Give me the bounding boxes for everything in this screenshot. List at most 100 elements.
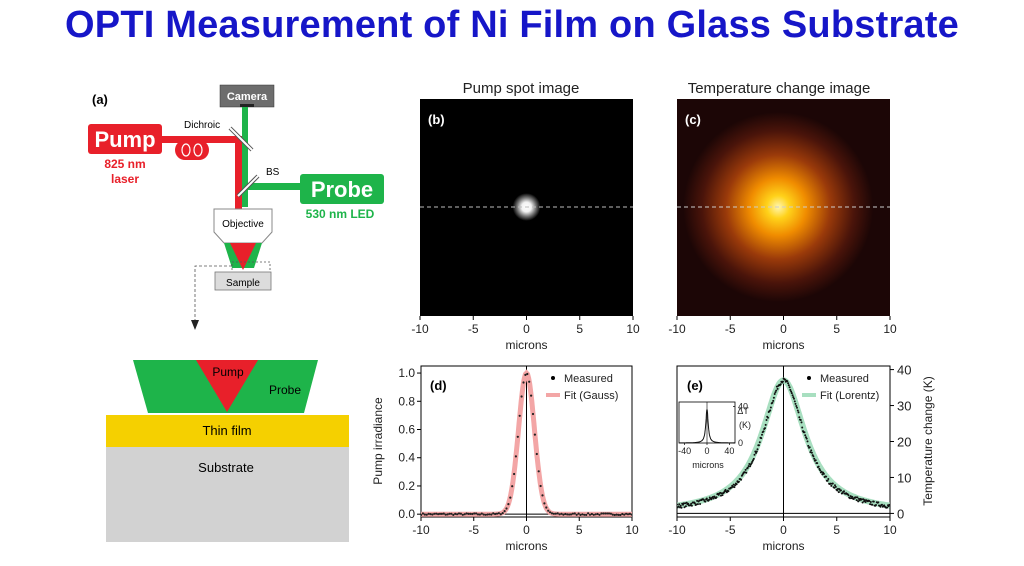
measured-point-d [437,513,440,516]
measured-point-d [583,513,586,516]
measured-point-e [795,405,798,407]
measured-point-e [689,504,692,507]
sample-label: Sample [226,278,260,289]
x-tick-label-d: -5 [468,523,479,537]
detail-probe-label: Probe [269,383,301,397]
measured-point-e [684,502,687,505]
measured-point-e [765,419,768,421]
measured-point-e [737,480,740,483]
measured-point-e [775,389,778,392]
measured-point-e [683,506,686,509]
measured-point-d [482,513,485,516]
measured-point-e [708,498,711,501]
measured-point-d [454,512,457,516]
measured-point-d [531,412,535,416]
measured-point-d [511,485,514,488]
measured-point-e [746,466,749,469]
measured-point-e [857,500,860,503]
fiber-coil [175,140,209,160]
legend-d-measured-marker [551,376,555,380]
x-axis-title-e: microns [762,539,804,553]
x-tick-label-c: -10 [668,322,686,336]
measured-point-d [588,513,592,516]
measured-point-d [598,513,601,516]
measured-point-e [814,459,817,462]
measured-point-e [855,499,858,502]
measured-point-d [490,513,493,516]
measured-point-d [528,380,531,383]
measured-point-d [492,512,495,515]
panel-b-x-axis: -10 -5 0 5 10 microns [411,316,640,352]
measured-point-e [820,470,823,473]
measured-point-e [827,478,830,480]
measured-point-e [871,503,874,506]
measured-point-e [881,503,883,506]
measured-point-d [513,472,516,476]
measured-point-e [819,469,822,472]
measured-point-d [475,512,478,515]
measured-point-e [792,396,795,399]
slide-title: OPTI Measurement of Ni Film on Glass Sub… [65,4,959,46]
measured-point-e [830,484,833,487]
dichroic-label: Dichroic [184,120,220,131]
legend-e-measured-marker [807,376,811,380]
measured-point-e [791,394,794,397]
panel-d: -10 -5 0 5 10 microns 0.0 0.2 0.4 0.6 0.8 1.0 Pump i… [371,365,639,553]
x-tick-label-d: 5 [576,523,583,537]
measured-point-d [423,513,426,516]
measured-point-e [779,383,782,386]
pump-beam-horizontal [150,136,240,143]
measured-point-e [758,441,761,444]
measured-point-d [615,513,618,516]
measured-point-e [772,396,775,399]
measured-point-e [860,498,863,501]
x-tick-label-b: -10 [411,322,429,336]
bs-label: BS [266,167,280,178]
x-tick-label-d: 0 [523,523,530,537]
panel-b: Pump spot image (b) -10 -5 0 5 10 microns [411,80,640,352]
measured-point-e [730,486,733,489]
pump-beam-vertical [235,136,242,248]
objective-label: Objective [222,219,264,230]
panel-c-x-axis: -10 -5 0 5 10 microns [668,316,897,352]
measured-point-e [813,457,816,460]
measured-point-e [705,497,708,500]
measured-point-e [735,483,738,486]
measured-point-e [755,450,758,453]
x-tick-label-e: 10 [883,523,897,537]
probe-beam-vertical [242,107,248,207]
measured-point-e [836,489,839,492]
x-tick-label-b: 5 [576,322,583,336]
probe-label: Probe [311,177,373,202]
measured-point-e [812,455,815,458]
measured-point-e [816,462,819,465]
measured-point-e [699,503,702,505]
legend-e-measured: Measured [820,373,869,385]
y-tick-label-e: 30 [897,399,911,414]
panel-b-title: Pump spot image [463,80,580,97]
measured-point-e [787,382,790,385]
measured-point-e [843,490,845,493]
measured-point-d [459,512,462,515]
inset-y-tick-label: 0 [738,438,743,448]
measured-point-d [457,512,461,515]
measured-point-d [522,381,525,384]
measured-point-e [793,397,795,400]
measured-point-e [678,503,681,506]
panel-c-label: (c) [685,112,701,127]
measured-point-e [724,488,727,491]
measured-point-e [793,400,796,403]
measured-point-d [442,512,445,515]
measured-point-e [796,409,799,412]
measured-point-d [461,513,464,516]
measured-point-e [789,388,792,391]
measured-point-e [721,494,724,497]
measured-point-d [556,512,559,515]
measured-point-e [797,411,800,414]
measured-point-d [476,513,480,516]
measured-point-d [505,507,508,510]
measured-point-d [520,395,523,398]
measured-point-e [833,486,836,489]
measured-point-d [533,433,537,436]
